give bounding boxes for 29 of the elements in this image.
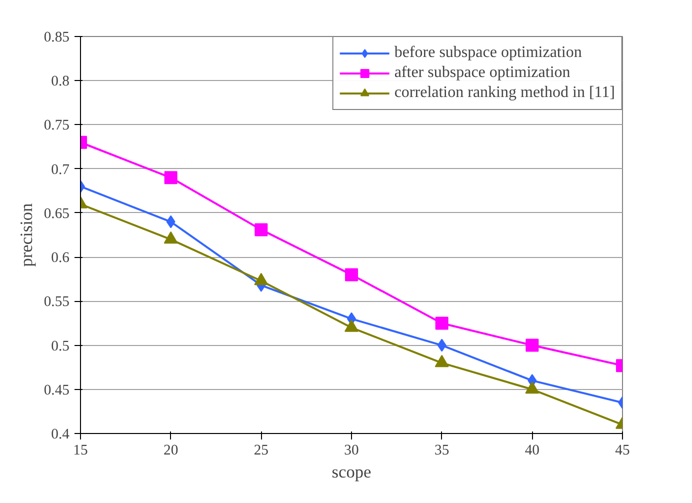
x-tick-label: 25 — [254, 442, 268, 458]
y-tick-label: 0.55 — [44, 294, 70, 310]
y-axis-title: precision — [16, 202, 36, 267]
y-tick-label: 0.75 — [44, 118, 70, 134]
x-tick-label: 35 — [434, 442, 450, 458]
y-tick-label: 0.7 — [51, 162, 70, 178]
x-tick-label: 45 — [615, 442, 630, 458]
x-tick-label: 20 — [164, 442, 178, 458]
y-tick-label: 0.8 — [51, 74, 70, 90]
legend-label: before subspace optimization — [394, 44, 582, 62]
x-tick-label: 40 — [524, 442, 540, 458]
y-tick-label: 0.65 — [44, 206, 70, 222]
y-tick-label: 0.5 — [51, 338, 70, 354]
y-tick-label: 0.4 — [51, 426, 70, 442]
y-tick-label: 0.85 — [44, 30, 70, 46]
y-tick-label: 0.45 — [44, 382, 70, 398]
point — [254, 223, 268, 236]
point — [166, 215, 176, 228]
point — [437, 338, 446, 352]
y-tick-label: 0.6 — [51, 250, 70, 266]
point — [435, 316, 448, 330]
legend-label: correlation ranking method in [11] — [394, 84, 615, 102]
point — [164, 171, 178, 184]
x-axis-title: scope — [332, 462, 372, 482]
x-tick-label: 30 — [344, 442, 359, 458]
legend-label: after subspace optimization — [394, 64, 570, 82]
x-tick-label: 15 — [73, 442, 88, 458]
point — [345, 268, 358, 282]
point — [526, 338, 539, 352]
